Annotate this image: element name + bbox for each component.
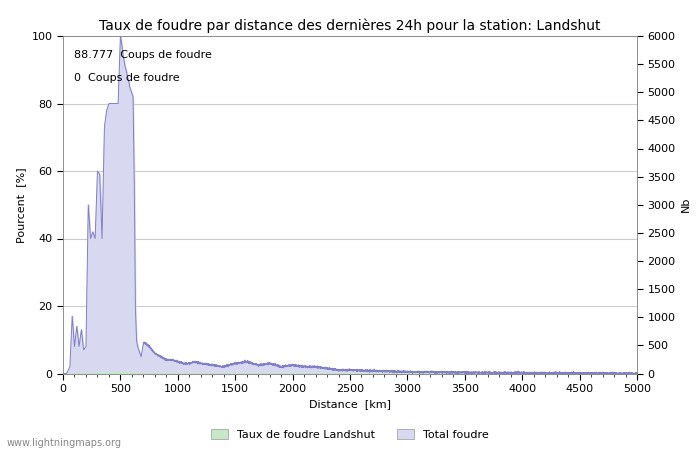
Text: 0  Coups de foudre: 0 Coups de foudre [74, 73, 180, 83]
Title: Taux de foudre par distance des dernières 24h pour la station: Landshut: Taux de foudre par distance des dernière… [99, 19, 601, 33]
Legend: Taux de foudre Landshut, Total foudre: Taux de foudre Landshut, Total foudre [207, 425, 493, 445]
X-axis label: Distance  [km]: Distance [km] [309, 400, 391, 410]
Y-axis label: Nb: Nb [681, 197, 691, 212]
Y-axis label: Pourcent  [%]: Pourcent [%] [16, 167, 26, 243]
Text: www.lightningmaps.org: www.lightningmaps.org [7, 438, 122, 448]
Text: 88.777  Coups de foudre: 88.777 Coups de foudre [74, 50, 212, 59]
